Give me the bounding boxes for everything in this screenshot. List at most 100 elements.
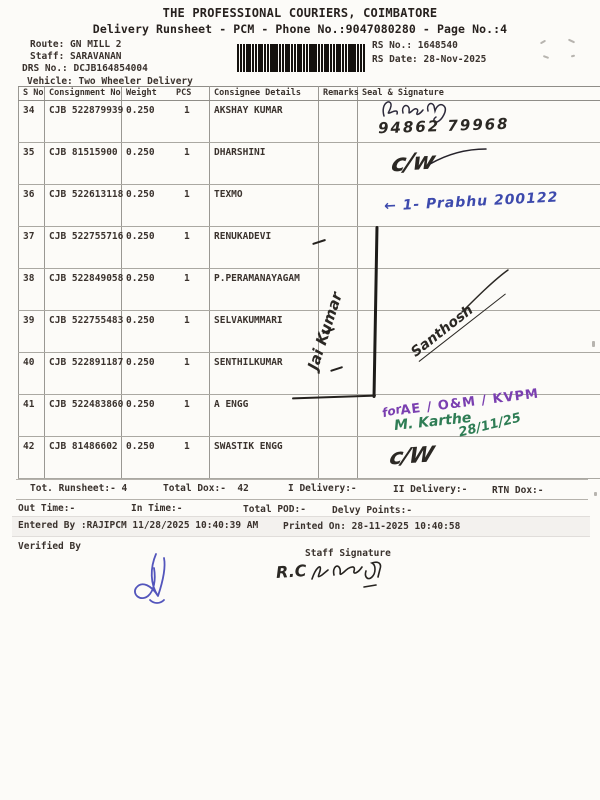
cell-consignment: CJB 522849058 (44, 268, 123, 311)
table-row: 36 CJB 522613118 0.250 1 TEXMO (18, 184, 600, 227)
col-header-remarks: Remarks (318, 86, 359, 101)
cell-remarks (318, 436, 358, 479)
out-time: Out Time:- (18, 503, 76, 514)
vehicle-line: Vehicle: Two Wheeler Delivery (27, 76, 193, 87)
cell-remarks (318, 142, 358, 185)
table-row: 35 CJB 81515900 0.250 1 DHARSHINI (18, 142, 600, 185)
cell-consignment: CJB 522879939 (44, 100, 123, 143)
col-header-weight: Weight (121, 86, 172, 101)
cell-weight: 0.250 (121, 184, 172, 227)
cell-seal (357, 394, 600, 437)
printed-on: Printed On: 28-11-2025 10:40:58 (283, 521, 461, 532)
total-pod: Total POD:- (243, 504, 306, 515)
row35-signature-tail (429, 148, 487, 165)
cell-consignment: CJB 81515900 (44, 142, 122, 185)
cell-consignee: DHARSHINI (209, 142, 319, 185)
scan-speck (592, 341, 595, 347)
barcode-icon (237, 44, 365, 72)
page-subtitle: Delivery Runsheet - PCM - Phone No.:9047… (92, 22, 508, 36)
cell-sno: 35 (18, 142, 45, 185)
scan-speck (570, 54, 576, 58)
cell-sno: 37 (18, 226, 45, 269)
cell-pcs: 1 (172, 100, 210, 143)
cell-consignee: A ENGG (209, 394, 319, 437)
in-time: In Time:- (131, 503, 183, 514)
cell-consignment: CJB 81486602 (44, 436, 122, 479)
col-header-pcs: PCS (172, 86, 210, 101)
rs-date-line: RS Date: 28-Nov-2025 (372, 54, 487, 65)
scan-speck (542, 55, 550, 59)
scan-speck (594, 492, 597, 496)
cell-weight: 0.250 (121, 310, 172, 353)
cell-consignment: CJB 522483860 (44, 394, 123, 437)
entered-by-band (12, 516, 590, 537)
cell-sno: 36 (18, 184, 45, 227)
summary-top-rule (16, 479, 588, 480)
rtn-dox: RTN Dox:- (492, 485, 544, 496)
diagonal-signature-tail (461, 269, 509, 313)
staff-line: Staff: SARAVANAN (30, 51, 122, 62)
table-row: 40 CJB 522891187 0.250 1 SENTHILKUMAR (18, 352, 600, 395)
cell-seal (357, 268, 600, 311)
staff-signature-label: Staff Signature (305, 548, 391, 559)
runsheet-table: S No Consignment No Weight PCS Consignee… (18, 86, 600, 479)
cell-seal (357, 184, 600, 227)
table-row: 42 CJB 81486602 0.250 1 SWASTIK ENGG (18, 436, 600, 479)
cell-sno: 34 (18, 100, 45, 143)
cell-consignee: TEXMO (209, 184, 319, 227)
entered-by: Entered By :RAJIPCM 11/28/2025 10:40:39 … (18, 520, 259, 531)
cell-remarks (318, 394, 358, 437)
verified-by-label: Verified By (18, 541, 81, 552)
cell-seal (357, 352, 600, 395)
staff-signature-scribble (311, 561, 382, 588)
cell-pcs: 1 (172, 268, 210, 311)
row42-signature: c/W (387, 442, 435, 471)
cell-consignment: CJB 522755483 (44, 310, 123, 353)
cell-seal (357, 226, 600, 269)
cell-weight: 0.250 (121, 352, 172, 395)
cell-sno: 41 (18, 394, 45, 437)
verified-by-signature (134, 553, 166, 604)
cell-pcs: 1 (172, 184, 210, 227)
cell-weight: 0.250 (121, 226, 172, 269)
cell-pcs: 1 (172, 226, 210, 269)
cell-weight: 0.250 (121, 394, 172, 437)
cell-consignee: P.PERAMANAYAGAM (209, 268, 319, 311)
cell-consignee: RENUKADEVI (209, 226, 319, 269)
cell-consignee: AKSHAY KUMAR (209, 100, 319, 143)
cell-pcs: 1 (172, 394, 210, 437)
cell-pcs: 1 (172, 436, 210, 479)
summary-mid-rule (16, 499, 588, 500)
col-header-consignee: Consignee Details (209, 86, 319, 101)
cell-sno: 42 (18, 436, 45, 479)
cell-sno: 39 (18, 310, 45, 353)
cell-seal (357, 310, 600, 353)
cell-weight: 0.250 (121, 436, 172, 479)
col-header-seal: Seal & Signature (357, 86, 600, 101)
cell-consignment: CJB 522755716 (44, 226, 123, 269)
staff-signature-initials: R.C (275, 560, 308, 583)
cell-consignment: CJB 522613118 (44, 184, 123, 227)
col-header-consignment: Consignment No (44, 86, 122, 101)
cell-remarks (318, 226, 358, 269)
table-row: 39 CJB 522755483 0.250 1 SELVAKUMMARI (18, 310, 600, 353)
cell-pcs: 1 (172, 310, 210, 353)
cell-weight: 0.250 (121, 268, 172, 311)
row34-signature-scribble (382, 101, 447, 123)
cell-remarks (318, 268, 358, 311)
cell-weight: 0.250 (121, 142, 172, 185)
cell-sno: 38 (18, 268, 45, 311)
total-runsheet: Tot. Runsheet:- 4 (30, 483, 128, 494)
col-header-sno: S No (18, 86, 45, 101)
table-row: 41 CJB 522483860 0.250 1 A ENGG (18, 394, 600, 437)
page-title: THE PROFESSIONAL COURIERS, COIMBATORE (162, 6, 438, 20)
cell-pcs: 1 (172, 352, 210, 395)
scan-speck (539, 39, 547, 45)
cell-consignee: SELVAKUMMARI (209, 310, 319, 353)
table-row: 34 CJB 522879939 0.250 1 AKSHAY KUMAR (18, 100, 600, 143)
drs-no-line: DRS No.: DCJB164854004 (22, 63, 148, 74)
table-header-row: S No Consignment No Weight PCS Consignee… (18, 86, 600, 101)
table-row: 37 CJB 522755716 0.250 1 RENUKADEVI (18, 226, 600, 269)
delvy-points: Delvy Points:- (332, 505, 413, 516)
